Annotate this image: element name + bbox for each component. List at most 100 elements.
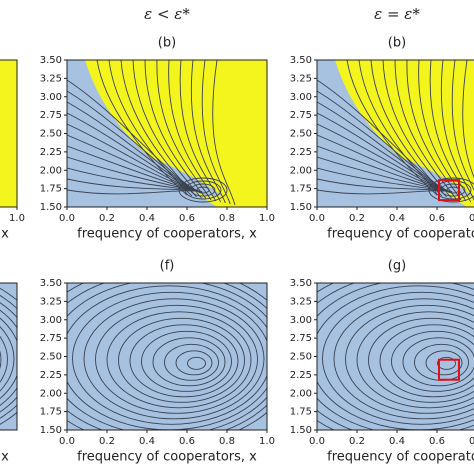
orbit: [118, 317, 245, 403]
streamline: [144, 60, 207, 200]
y-tick-label: 2.75: [290, 110, 312, 121]
orbit: [187, 356, 206, 370]
y-tick-label: 2.25: [40, 147, 62, 158]
x-tick-label: 0.6: [429, 213, 445, 224]
x-tick-label: 0.2: [99, 213, 115, 224]
streamline: [451, 60, 474, 191]
orbit: [322, 291, 474, 425]
x-tick-label: 0.4: [139, 213, 155, 224]
y-tick-label: 2.00: [40, 165, 62, 176]
basin-region: [335, 60, 474, 207]
x-tick-label: 1.0: [9, 213, 25, 224]
orbit: [0, 326, 15, 392]
y-tick-label: 1.50: [40, 202, 62, 213]
x-tick-label: 1.0: [259, 213, 275, 224]
streamline: [179, 60, 222, 203]
y-tick-label: 2.25: [290, 147, 312, 158]
background: [317, 283, 474, 430]
x-tick-label: 0.0: [59, 436, 75, 447]
streamline: [156, 60, 212, 201]
streamline: [429, 60, 472, 203]
x-tick-label: 0.0: [59, 213, 75, 224]
y-tick-label: 2.00: [40, 388, 62, 399]
y-tick-label: 3.25: [290, 73, 312, 84]
x-tick-label: 0.2: [349, 213, 365, 224]
panel-label: (b): [388, 36, 406, 51]
streamline: [394, 60, 457, 200]
x-tick-label: 0.2: [99, 436, 115, 447]
orbit: [333, 298, 474, 420]
column-header: ε < ε*: [144, 5, 190, 23]
panel-label: (b): [158, 36, 176, 51]
orbit: [345, 304, 474, 414]
spiral: [190, 183, 216, 197]
plot-area: [67, 60, 267, 207]
orbit: [402, 337, 474, 387]
column-header: ε = ε*: [374, 5, 420, 23]
plot-area: [0, 283, 17, 430]
plot-area: [317, 283, 474, 430]
y-tick-label: 2.50: [40, 352, 62, 363]
orbit: [379, 324, 474, 398]
streamline: [212, 60, 236, 206]
y-tick-label: 2.75: [290, 333, 312, 344]
streamline: [168, 60, 217, 202]
orbit: [152, 337, 226, 387]
panel-label: (f): [160, 259, 175, 274]
x-tick-label: 0.2: [349, 436, 365, 447]
orbit: [129, 324, 239, 398]
y-tick-label: 3.50: [290, 55, 312, 66]
y-tick-label: 3.50: [290, 278, 312, 289]
y-tick-label: 1.50: [290, 202, 312, 213]
x-tick-label: 0.8: [469, 213, 474, 224]
x-tick-label: 0.8: [469, 436, 474, 447]
x-axis-label: x: [1, 450, 9, 465]
x-tick-label: 0.6: [179, 436, 195, 447]
x-tick-label: 0.0: [309, 436, 325, 447]
x-axis-label: frequency of cooperators, x: [77, 227, 257, 242]
spiral: [178, 177, 228, 203]
y-tick-label: 2.25: [40, 370, 62, 381]
y-tick-label: 3.25: [290, 296, 312, 307]
background: [67, 283, 267, 430]
plot-area: [67, 283, 267, 430]
plot-area: [0, 60, 17, 207]
orbit: [391, 330, 474, 392]
streamline: [317, 189, 453, 195]
x-axis-label: x: [1, 227, 9, 242]
x-tick-label: 0.4: [389, 213, 405, 224]
streamline: [201, 60, 231, 205]
y-tick-label: 3.50: [40, 55, 62, 66]
x-tick-label: 0.4: [389, 436, 405, 447]
streamline: [406, 60, 462, 201]
orbit: [356, 311, 474, 409]
y-tick-label: 3.00: [40, 92, 62, 103]
highlight-box: [438, 358, 460, 381]
y-tick-label: 1.75: [290, 184, 312, 195]
orbit: [425, 350, 463, 376]
orbit: [0, 335, 8, 383]
basin-region: [0, 60, 17, 207]
orbit: [72, 291, 267, 425]
orbit: [141, 330, 232, 392]
x-tick-label: 0.8: [219, 436, 235, 447]
streamline: [418, 60, 467, 202]
spiral: [440, 183, 466, 197]
plot-area: [317, 60, 474, 207]
spiral: [428, 177, 474, 203]
x-tick-label: 0.4: [139, 436, 155, 447]
y-tick-label: 1.75: [290, 407, 312, 418]
spiral: [184, 180, 222, 200]
y-tick-label: 2.75: [40, 333, 62, 344]
streamline: [440, 60, 474, 201]
y-tick-label: 3.00: [290, 92, 312, 103]
x-axis-label: frequency of cooperators, x: [327, 450, 474, 465]
y-tick-label: 2.50: [290, 129, 312, 140]
y-tick-label: 1.75: [40, 184, 62, 195]
orbit: [106, 311, 252, 409]
y-tick-label: 2.25: [290, 370, 312, 381]
x-axis-label: frequency of cooperators, x: [77, 450, 257, 465]
y-tick-label: 3.25: [40, 73, 62, 84]
y-tick-label: 1.50: [40, 425, 62, 436]
